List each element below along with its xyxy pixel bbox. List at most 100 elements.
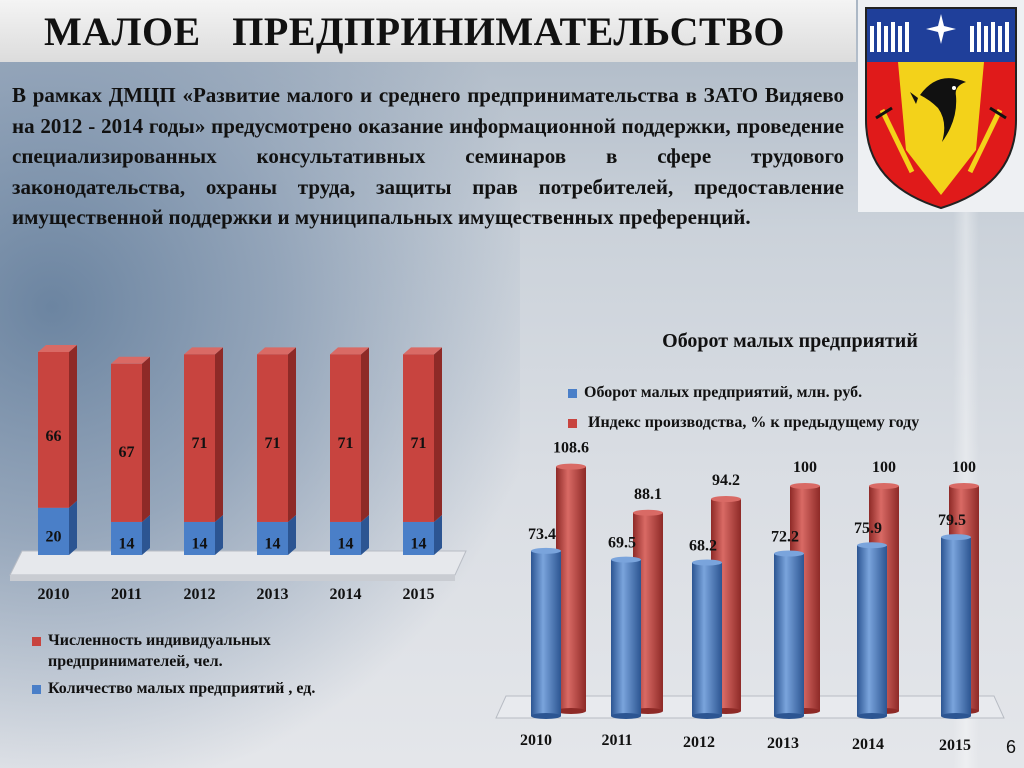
chart1-label-entrepreneurs: 67	[119, 444, 135, 461]
chart2-label-index: 88.1	[634, 486, 662, 503]
legend-label-enterprises: Количество малых предприятий , ед.	[48, 680, 316, 697]
chart2-bar-turnover-cap	[941, 534, 971, 541]
chart2-bar-turnover-base	[611, 713, 641, 719]
chart1-label-entrepreneurs: 71	[338, 435, 354, 452]
chart2-tick-label: 2010	[520, 732, 552, 749]
chart1-bar-entrepreneurs	[184, 354, 215, 522]
chart2-bar-turnover-group	[857, 542, 887, 719]
chart2-bar-turnover-base	[857, 713, 887, 719]
chart2-label-turnover: 75.9	[854, 520, 882, 537]
chart2-bar-index-cap	[556, 463, 586, 470]
page-number: 6	[1005, 737, 1016, 757]
chart2-label-index: 94.2	[712, 472, 740, 489]
chart1-tick-label: 2012	[184, 586, 216, 603]
chart2-bar-index-base	[556, 708, 586, 714]
chart1-label-enterprises: 14	[192, 535, 208, 552]
chart2-bar-turnover-base	[692, 713, 722, 719]
emblem-container	[858, 0, 1024, 212]
chart1-bar-entrepreneurs	[111, 363, 142, 522]
chart2-label-index: 108.6	[553, 440, 589, 457]
chart1-bar-entrepreneurs-side	[288, 347, 296, 522]
chart2-label-index: 100	[952, 459, 976, 476]
chart2-label-turnover: 79.5	[938, 512, 966, 529]
chart2-bar-index-cap	[869, 483, 899, 489]
chart2-bar-index-cap	[790, 483, 820, 489]
chart1-bar-entrepreneurs-side	[215, 347, 223, 522]
legend-label-production-index: Индекс производства, % к предыдущему год…	[588, 414, 920, 431]
chart1-bar-entrepreneurs-top	[184, 347, 223, 355]
chart1-bar-entrepreneurs	[403, 354, 434, 522]
slide-title: МАЛОЕ ПРЕДПРИНИМАТЕЛЬСТВО	[44, 9, 785, 54]
legend-label-turnover: Оборот малых предприятий, млн. руб.	[584, 384, 863, 401]
chart2-label-index: 100	[793, 459, 817, 476]
chart2-tick-label: 2013	[767, 735, 799, 752]
chart2-bar-turnover-cap	[692, 559, 722, 566]
chart1-bar-enterprises-side	[434, 514, 442, 555]
chart1-tick-label: 2015	[403, 586, 435, 603]
chart2-label-turnover: 69.5	[608, 535, 636, 552]
chart2-bar-turnover-group	[774, 550, 804, 719]
chart1-label-enterprises: 14	[119, 535, 135, 552]
chart1-bar-entrepreneurs-side	[69, 345, 77, 508]
chart1-bar-group	[403, 347, 442, 555]
chart2-bar-turnover-cap	[774, 550, 804, 557]
legend-item-production-index: Индекс производства, % к предыдущему год…	[566, 412, 1016, 434]
legend-swatch-red	[32, 637, 41, 646]
chart1-label-entrepreneurs: 66	[46, 428, 62, 445]
chart1-bar-enterprises	[38, 507, 69, 555]
chart1-floor-edge	[10, 575, 455, 581]
legend-item-entrepreneurs: Численность индивидуальных предпринимате…	[30, 630, 390, 672]
chart1-bar-entrepreneurs	[38, 352, 69, 508]
legend-item-turnover: Оборот малых предприятий, млн. руб.	[566, 382, 1016, 404]
chart1-label-entrepreneurs: 71	[411, 435, 427, 452]
chart2-bar-turnover	[531, 550, 561, 716]
chart2-bar-turnover	[611, 559, 641, 716]
legend-label-entrepreneurs: Численность индивидуальных предпринимате…	[48, 632, 271, 670]
chart1-bar-entrepreneurs-top	[111, 356, 150, 364]
chart1-label-enterprises: 20	[46, 528, 62, 545]
chart1-bar-group	[184, 347, 223, 555]
body-paragraph: В рамках ДМЦП «Развитие малого и среднег…	[12, 83, 844, 230]
chart2-bar-turnover	[941, 537, 971, 716]
chart1-bar-enterprises	[184, 521, 215, 555]
chart2-bar-turnover	[774, 553, 804, 716]
chart2-bar-turnover	[692, 562, 722, 716]
chart1-bar-enterprises	[257, 521, 288, 555]
chart1-bar-enterprises-side	[142, 514, 150, 555]
chart2-bar-turnover-group	[692, 559, 722, 719]
chart1-bar-enterprises	[330, 521, 361, 555]
chart1-bar-group	[38, 345, 77, 555]
chart1-label-entrepreneurs: 71	[265, 435, 281, 452]
chart2-tick-label: 2011	[601, 732, 632, 749]
legend-swatch-blue	[32, 685, 41, 694]
chart1-legend: Численность индивидуальных предпринимате…	[30, 630, 390, 705]
chart2-bar-index-cap	[633, 509, 663, 516]
chart2-bar-turnover-group	[941, 534, 971, 719]
chart1-bar-entrepreneurs-side	[434, 347, 442, 522]
chart1-bar-enterprises	[111, 521, 142, 555]
chart1-bar-entrepreneurs-side	[142, 356, 150, 522]
chart1-bar-group	[330, 347, 369, 555]
chart2-bar-turnover-group	[611, 556, 641, 719]
chart1-label-enterprises: 14	[338, 535, 354, 552]
chart2-tick-label: 2015	[939, 737, 971, 754]
chart2-tick-label: 2014	[852, 736, 884, 753]
chart1-bar-enterprises	[403, 521, 434, 555]
chart2-bar-index-cap	[711, 496, 741, 503]
chart1-bar-enterprises-side	[69, 500, 77, 555]
chart2-title: Оборот малых предприятий	[662, 330, 918, 352]
chart2-bar-turnover-base	[941, 713, 971, 719]
chart1-bar-entrepreneurs	[330, 354, 361, 522]
legend-swatch-red	[568, 419, 577, 428]
chart1-bar-entrepreneurs-side	[361, 347, 369, 522]
legend-swatch-blue	[568, 389, 577, 398]
chart2-legend: Оборот малых предприятий, млн. руб. Инде…	[566, 382, 1016, 442]
chart1-label-enterprises: 14	[265, 535, 281, 552]
title-bar: МАЛОЕ ПРЕДПРИНИМАТЕЛЬСТВО	[0, 0, 856, 62]
chart1-bar-enterprises-side	[361, 514, 369, 555]
chart1-bar-entrepreneurs-top	[403, 347, 442, 355]
chart1-label-enterprises: 14	[411, 535, 427, 552]
chart1-bar-entrepreneurs-top	[330, 347, 369, 355]
